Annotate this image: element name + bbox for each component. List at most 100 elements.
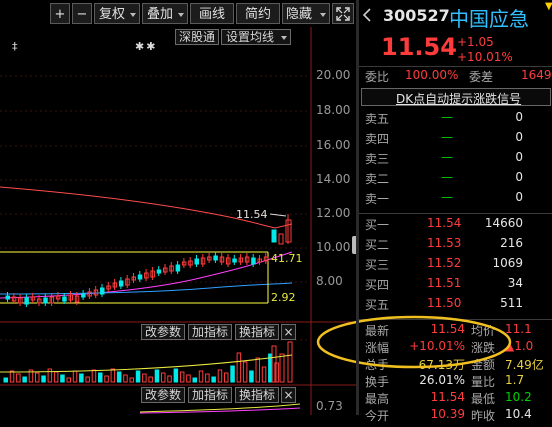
candle	[87, 291, 92, 297]
bid-row[interactable]: 买四 11.51 34	[359, 276, 552, 296]
volume-bar	[16, 373, 21, 383]
volume-bar	[47, 368, 53, 383]
bid-row[interactable]: 买二 11.53 216	[359, 236, 552, 256]
ask-price: —	[441, 190, 453, 204]
candle	[169, 265, 174, 272]
bid-volume: 511	[500, 296, 523, 310]
zoom-out-button[interactable]: −	[72, 3, 92, 24]
candle	[251, 257, 256, 265]
volume-bar	[135, 370, 141, 383]
stat-value: 10.39	[430, 407, 465, 421]
draw-line-button[interactable]: 画线	[190, 3, 234, 24]
ask-row[interactable]: 卖三 — 0	[359, 150, 552, 170]
candle	[137, 274, 143, 280]
ask-row[interactable]: 卖一 — 0	[359, 190, 552, 210]
add-indicator-button[interactable]: 加指标	[188, 324, 232, 340]
chart-scroll-handle[interactable]	[352, 236, 358, 254]
moving-average-lines	[0, 186, 293, 299]
fuquan-dropdown[interactable]: 复权	[94, 3, 140, 24]
sub-line	[139, 407, 301, 414]
ask-volume: 0	[515, 190, 523, 204]
market-label-button[interactable]: 深股通	[175, 29, 219, 45]
bid-volume: 14660	[484, 216, 523, 230]
ask-row[interactable]: 卖二 — 0	[359, 170, 552, 190]
candle	[55, 295, 61, 300]
volume-bar	[192, 377, 197, 383]
zoom-in-button[interactable]: +	[50, 3, 70, 24]
volume-bar	[271, 345, 277, 383]
candle	[278, 233, 284, 245]
close-subchart-button-2[interactable]: ×	[281, 387, 296, 403]
ask-label: 卖五	[365, 112, 390, 126]
stat-label-2: 最低	[471, 392, 496, 406]
modify-params-button[interactable]: 改参数	[141, 324, 185, 340]
stat-value: 26.01%	[419, 373, 465, 387]
add-indicator-button-2[interactable]: 加指标	[188, 387, 232, 403]
stat-value-2: 10.4	[505, 407, 532, 421]
candle	[18, 297, 23, 304]
volume-bar	[179, 371, 185, 383]
stat-value-2: 7.49亿	[505, 358, 544, 372]
volume-bar	[161, 372, 166, 383]
candle	[263, 256, 269, 262]
ask-row[interactable]: 卖四 — 0	[359, 130, 552, 150]
stat-label-2: 量比	[471, 375, 496, 389]
bid-row[interactable]: 买五 11.50 511	[359, 296, 552, 316]
stat-label: 最新	[365, 324, 390, 338]
bid-row[interactable]: 买三 11.52 1069	[359, 256, 552, 276]
volume-bar	[249, 370, 254, 383]
stat-value-2: 10.2	[505, 390, 532, 404]
simple-mode-button[interactable]: 简约	[236, 3, 280, 24]
low-box-label: 2.92	[271, 291, 296, 304]
hide-label: 隐藏	[286, 7, 313, 22]
ask-price: —	[441, 150, 453, 164]
kline-chart[interactable]	[0, 27, 356, 415]
fuquan-label: 复权	[99, 7, 126, 22]
price-tick: 12.00	[316, 206, 351, 220]
ask-row[interactable]: 卖五 — 0	[359, 110, 552, 130]
volume-bar	[205, 373, 210, 383]
overlay-dropdown[interactable]: 叠加	[142, 3, 188, 24]
switch-indicator-button[interactable]: 换指标	[235, 324, 279, 340]
close-subchart-button[interactable]: ×	[281, 324, 296, 340]
candle	[37, 298, 42, 304]
switch-indicator-button-2[interactable]: 换指标	[235, 387, 279, 403]
bid-price: 11.50	[427, 296, 462, 310]
weicha-label: 委差	[469, 70, 494, 84]
volume-bar	[186, 374, 191, 383]
ask-volume: 0	[515, 170, 523, 184]
candle	[238, 257, 244, 263]
volume-bar	[230, 365, 235, 383]
volume-bar	[110, 368, 116, 383]
sub-indicator-lines	[139, 403, 301, 414]
ratio-row: 委比 100.00% 委差 1649	[359, 68, 552, 88]
volume-bar	[242, 361, 248, 383]
modify-params-button-2[interactable]: 改参数	[141, 387, 185, 403]
price-tick: 16.00	[316, 138, 351, 152]
fullscreen-button[interactable]	[332, 3, 354, 24]
volume-bar	[91, 369, 97, 383]
stat-value: 11.54	[430, 390, 465, 404]
bid-price: 11.53	[427, 236, 462, 250]
candle	[11, 296, 17, 302]
ma-setting-dropdown[interactable]: 设置均线	[221, 29, 291, 45]
volume-bars	[0, 341, 293, 383]
ma-line	[0, 282, 293, 295]
bid-row[interactable]: 买一 11.54 14660	[359, 216, 552, 236]
panel-splitter[interactable]	[356, 0, 359, 415]
candle	[131, 276, 136, 281]
volume-bar	[123, 374, 128, 383]
chevron-left-icon[interactable]	[362, 8, 372, 22]
bid-volume: 1069	[492, 256, 523, 270]
candle	[213, 255, 218, 261]
high-pointer	[269, 213, 287, 217]
stat-label: 今开	[365, 409, 390, 423]
chart-toolbar: + − 复权 叠加 画线 简约 隐藏	[0, 0, 356, 27]
hide-dropdown[interactable]: 隐藏	[282, 3, 330, 24]
dk-signal-link[interactable]: DK点自动提示涨跌信号	[361, 88, 551, 106]
mid-box-label: 41.71	[271, 252, 303, 265]
volume-bar	[148, 376, 153, 383]
volume-bar	[129, 377, 134, 383]
candle	[68, 294, 73, 301]
weicha-value: 1649	[521, 68, 552, 82]
